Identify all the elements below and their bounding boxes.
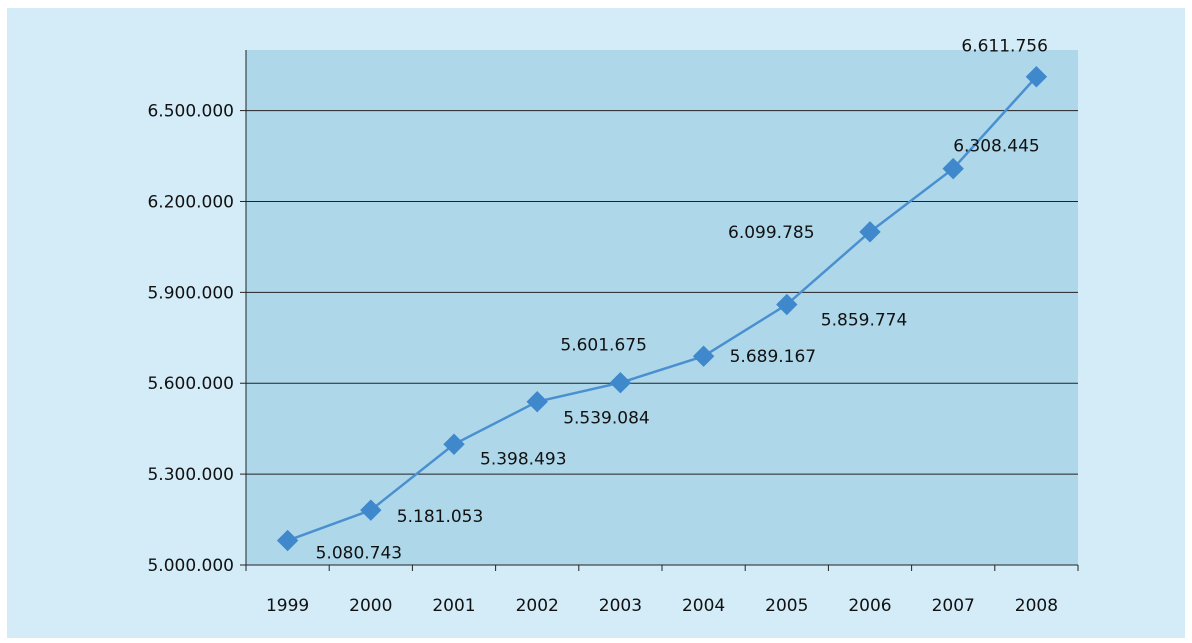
x-tick-label: 2008 bbox=[1015, 596, 1058, 616]
y-tick-label: 5.000.000 bbox=[147, 556, 234, 576]
data-label: 6.099.785 bbox=[728, 223, 815, 243]
data-label: 5.859.774 bbox=[821, 311, 908, 331]
series-line bbox=[287, 75, 1038, 542]
x-tick-label: 2003 bbox=[599, 596, 642, 616]
x-tick-label: 2000 bbox=[349, 596, 392, 616]
x-tick-label: 2004 bbox=[682, 596, 725, 616]
data-point-marker bbox=[692, 345, 715, 367]
data-point-marker bbox=[526, 390, 548, 413]
y-tick-label: 6.500.000 bbox=[147, 102, 234, 122]
x-tick-label: 2006 bbox=[848, 596, 891, 616]
x-tick-label: 2005 bbox=[765, 596, 808, 616]
plot-area bbox=[246, 50, 1078, 565]
data-label: 5.181.053 bbox=[397, 507, 484, 527]
series-layer bbox=[276, 66, 1048, 552]
data-point-marker bbox=[942, 157, 964, 180]
data-label: 5.539.084 bbox=[563, 409, 650, 429]
y-tick-label: 5.600.000 bbox=[147, 374, 234, 394]
data-point-marker bbox=[276, 529, 299, 552]
data-label: 5.398.493 bbox=[480, 449, 567, 469]
data-label: 5.601.675 bbox=[560, 336, 647, 356]
data-point-marker bbox=[1025, 66, 1048, 88]
labels-layer: 5.000.000 5.300.000 5.600.000 5.900.000 6.20… bbox=[147, 37, 1058, 616]
data-point-marker bbox=[443, 433, 465, 455]
x-tick-label: 2002 bbox=[516, 596, 559, 616]
gridlines bbox=[246, 110, 1078, 475]
y-tick-label: 5.300.000 bbox=[147, 465, 234, 485]
x-tick-label: 1999 bbox=[266, 596, 309, 616]
data-point-marker bbox=[859, 221, 881, 243]
x-tick-label: 2001 bbox=[432, 596, 475, 616]
data-point-marker bbox=[776, 293, 798, 316]
y-tick-label: 5.900.000 bbox=[147, 283, 234, 303]
data-point-marker bbox=[360, 499, 382, 521]
data-label: 6.308.445 bbox=[953, 137, 1040, 157]
x-tick-label: 2007 bbox=[932, 596, 975, 616]
y-tick-label: 6.200.000 bbox=[147, 192, 234, 212]
data-label: 5.080.743 bbox=[316, 544, 403, 564]
data-point-marker bbox=[609, 372, 632, 394]
data-label: 5.689.167 bbox=[730, 347, 817, 367]
data-label: 6.611.756 bbox=[961, 37, 1048, 57]
axes bbox=[240, 50, 1079, 571]
